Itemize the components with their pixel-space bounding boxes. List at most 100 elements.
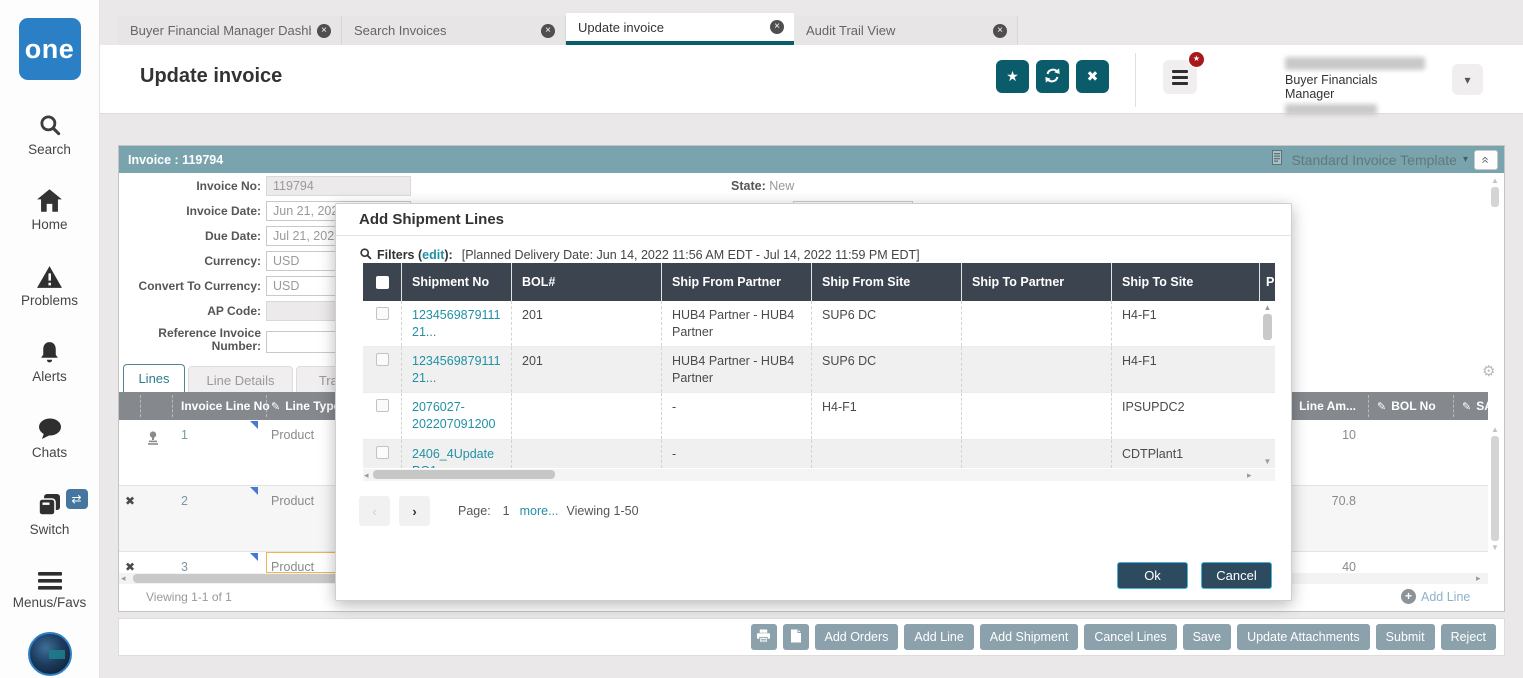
template-caret-icon[interactable]: ▾ <box>1462 154 1468 165</box>
select-all-checkbox[interactable] <box>375 275 389 289</box>
col-ship-to-partner[interactable]: Ship To Partner <box>961 263 1111 301</box>
scroll-left-icon[interactable]: ◂ <box>121 573 126 583</box>
col-line-amount[interactable]: Line Am... <box>1299 399 1356 413</box>
submit-button[interactable]: Submit <box>1375 624 1435 650</box>
tab-close-icon[interactable]: × <box>770 20 784 34</box>
add-line-button[interactable]: Add Line <box>904 624 974 650</box>
col-ship-from-site[interactable]: Ship From Site <box>811 263 961 301</box>
scrollbar-thumb[interactable] <box>373 470 555 479</box>
update-attachments-button[interactable]: Update Attachments <box>1237 624 1370 650</box>
template-selector[interactable]: Standard Invoice Template <box>1291 151 1457 168</box>
gear-icon[interactable]: ⚙ <box>1482 363 1496 380</box>
line-type-cell[interactable]: Product <box>271 428 315 442</box>
modal-vertical-scrollbar[interactable]: ▲ ▼ <box>1262 303 1273 466</box>
col-bol[interactable]: BOL# <box>511 263 661 301</box>
scroll-left-icon[interactable]: ◂ <box>364 470 369 480</box>
add-line-link[interactable]: + Add Line <box>1401 589 1470 604</box>
sidebar-item-label: Problems <box>20 292 79 308</box>
tab-close-icon[interactable]: × <box>541 23 555 38</box>
header-actions: ★ ✖ <box>996 60 1109 93</box>
row-checkbox[interactable] <box>375 307 389 320</box>
favorite-button[interactable]: ★ <box>996 60 1029 93</box>
scrollbar-thumb[interactable] <box>133 574 343 583</box>
one-logo[interactable]: one <box>18 18 81 80</box>
cell-note-marker <box>250 553 258 561</box>
reject-button[interactable]: Reject <box>1440 624 1496 650</box>
sidebar-item-alerts[interactable]: Alerts <box>0 324 100 400</box>
ok-button[interactable]: Ok <box>1117 562 1188 589</box>
add-shipment-button[interactable]: Add Shipment <box>979 624 1079 650</box>
shipment-link[interactable]: 2406_4UpdatePO1... <box>412 447 495 468</box>
col-ship-from-partner[interactable]: Ship From Partner <box>661 263 811 301</box>
bot-avatar[interactable] <box>27 632 72 676</box>
scrollbar-thumb[interactable] <box>1263 314 1272 340</box>
col-invoice-line-no[interactable]: Invoice Line No <box>181 399 270 413</box>
form-vertical-scrollbar[interactable]: ▲ <box>1490 176 1500 209</box>
col-line-type[interactable]: ✎ Line Type <box>271 399 341 413</box>
invoice-date-label: Invoice Date: <box>186 204 261 218</box>
page-number: 1 <box>502 504 510 518</box>
shipment-link[interactable]: 2076027-202207091200 <box>412 400 496 431</box>
lines-vertical-scrollbar[interactable]: ▲ ▼ <box>1490 425 1500 552</box>
row-checkbox[interactable] <box>375 399 389 412</box>
scroll-up-icon[interactable]: ▲ <box>1263 303 1272 312</box>
line-type-cell[interactable]: Product <box>271 494 315 508</box>
next-page-button[interactable]: › <box>399 496 430 526</box>
sidebar-item-search[interactable]: Search <box>0 96 100 172</box>
print-button[interactable] <box>750 624 777 650</box>
sidebar-item-switch[interactable]: ⇄ Switch <box>0 476 100 552</box>
tab-update-invoice[interactable]: Update invoice × <box>566 13 794 45</box>
tab-search-invoices[interactable]: Search Invoices × <box>342 16 566 45</box>
tab-close-icon[interactable]: × <box>317 23 331 38</box>
shipment-link[interactable]: 123456987911121... <box>412 354 501 385</box>
tab-audit-trail-view[interactable]: Audit Trail View × <box>794 16 1018 45</box>
cancel-button[interactable]: Cancel <box>1201 562 1272 589</box>
table-row[interactable]: 123456987911121... 201 HUB4 Partner - HU… <box>363 301 1275 347</box>
modal-horizontal-scrollbar[interactable]: ◂ ▸ <box>363 469 1275 481</box>
more-pages-link[interactable]: more... <box>519 504 559 518</box>
col-sa[interactable]: ✎SA <box>1462 399 1488 413</box>
close-page-button[interactable]: ✖ <box>1076 60 1109 93</box>
table-row[interactable]: 2076027-202207091200 - H4-F1 IPSUPDC2 <box>363 393 1275 440</box>
user-menu-chevron[interactable]: ▾ <box>1452 64 1483 95</box>
col-shipment-no[interactable]: Shipment No <box>401 263 511 301</box>
add-orders-button[interactable]: Add Orders <box>814 624 899 650</box>
scroll-down-icon[interactable]: ▼ <box>1491 543 1499 552</box>
prev-page-button[interactable]: ‹ <box>359 496 390 526</box>
milestone-icon[interactable] <box>145 430 161 451</box>
line-type-cell[interactable]: Product <box>271 560 315 573</box>
cancel-lines-button[interactable]: Cancel Lines <box>1084 624 1177 650</box>
refresh-button[interactable] <box>1036 60 1069 93</box>
save-button[interactable]: Save <box>1182 624 1232 650</box>
scroll-up-icon[interactable]: ▲ <box>1491 176 1499 185</box>
table-row[interactable]: 2406_4UpdatePO1... - CDTPlant1 <box>363 440 1275 468</box>
scroll-up-icon[interactable]: ▲ <box>1491 425 1499 434</box>
delete-line-icon[interactable]: ✖ <box>125 560 136 573</box>
tab-lines[interactable]: Lines <box>123 364 185 393</box>
sidebar-item-menus-favs[interactable]: Menus/Favs <box>0 552 100 628</box>
col-planned-delivery[interactable]: Pl <box>1259 263 1275 301</box>
template-doc-icon <box>1272 149 1285 170</box>
copy-document-button[interactable] <box>782 624 809 650</box>
tab-buyer-financial-manager-dashboard[interactable]: Buyer Financial Manager Dashb... × <box>118 16 342 45</box>
sidebar-item-problems[interactable]: Problems <box>0 248 100 324</box>
edit-pencil-icon: ✎ <box>1462 400 1472 413</box>
scrollbar-thumb[interactable] <box>1491 187 1499 207</box>
tab-close-icon[interactable]: × <box>993 23 1007 38</box>
tab-line-details[interactable]: Line Details <box>188 366 293 393</box>
col-ship-to-site[interactable]: Ship To Site <box>1111 263 1259 301</box>
collapse-panel-button[interactable]: « <box>1474 149 1498 170</box>
scroll-right-icon[interactable]: ▸ <box>1247 470 1252 480</box>
scroll-down-icon[interactable]: ▼ <box>1263 457 1272 466</box>
col-bol-no[interactable]: ✎ BOL No <box>1377 399 1436 413</box>
table-row[interactable]: 123456987911121... 201 HUB4 Partner - HU… <box>363 347 1275 393</box>
sidebar-item-chats[interactable]: Chats <box>0 400 100 476</box>
edit-filters-link[interactable]: edit <box>422 248 445 262</box>
row-checkbox[interactable] <box>375 446 389 459</box>
sidebar-item-home[interactable]: Home <box>0 172 100 248</box>
shipment-link[interactable]: 123456987911121... <box>412 308 501 339</box>
row-checkbox[interactable] <box>375 353 389 366</box>
scrollbar-thumb[interactable] <box>1491 436 1499 541</box>
delete-line-icon[interactable]: ✖ <box>125 494 136 508</box>
scroll-right-icon[interactable]: ▸ <box>1476 573 1481 583</box>
